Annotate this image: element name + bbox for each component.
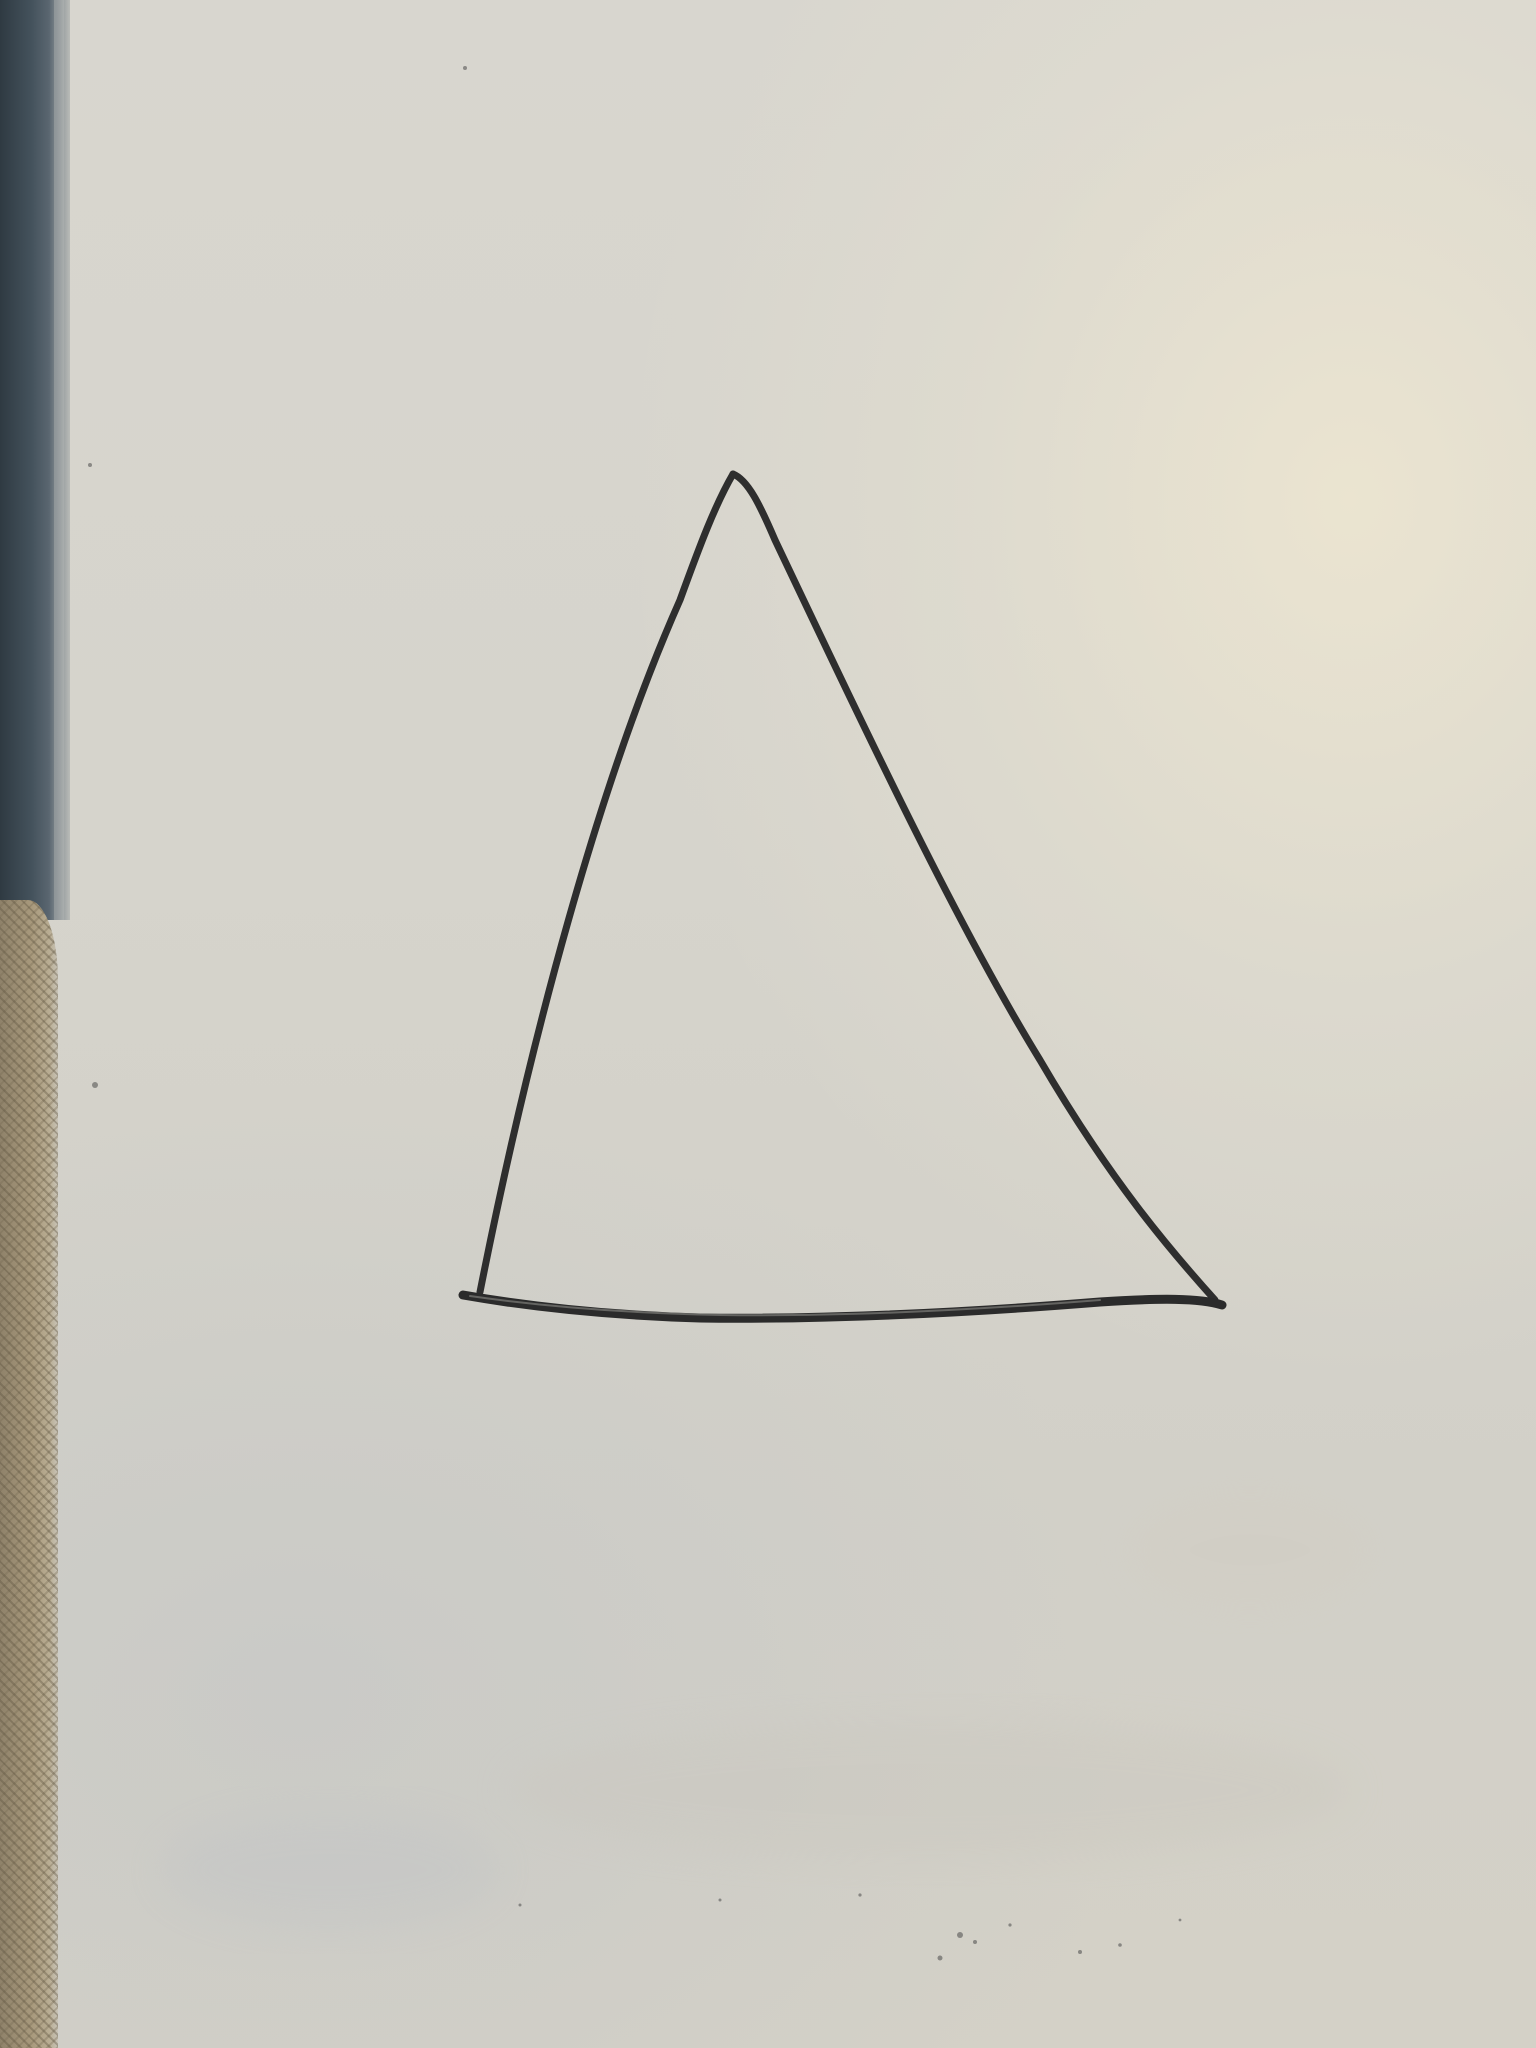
triangle-left-side [476, 470, 737, 1296]
triangle-drawing [458, 470, 1227, 1323]
triangle-base-highlight [469, 1295, 1101, 1317]
fabric-strip [0, 900, 58, 2048]
triangle-right-side [729, 470, 1219, 1304]
triangle-base [458, 1290, 1227, 1323]
window-frame [0, 0, 70, 920]
